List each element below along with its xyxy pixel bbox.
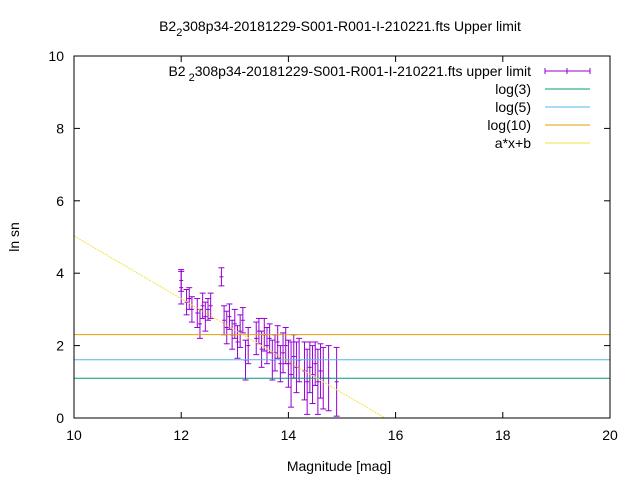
data-point	[239, 307, 246, 334]
data-point	[188, 296, 195, 323]
data-point	[290, 334, 297, 379]
legend-label: B2 2308p34-20181229-S001-R001-I-210221.f…	[168, 63, 531, 84]
data-point	[178, 269, 185, 292]
plot-frame	[73, 55, 611, 419]
data-point	[277, 345, 284, 383]
legend-prefix: B2	[168, 63, 185, 79]
y-tick-label: 8	[56, 120, 64, 136]
x-tick-label: 14	[281, 427, 297, 443]
x-tick-label: 18	[495, 427, 511, 443]
data-point	[317, 343, 324, 399]
data-point	[263, 327, 270, 365]
data-point	[237, 314, 244, 348]
data-point	[333, 346, 340, 417]
data-point	[280, 332, 287, 374]
y-tick-label: 10	[48, 48, 64, 64]
data-point	[202, 301, 209, 332]
x-tick-label: 12	[173, 427, 189, 443]
data-point	[194, 298, 201, 328]
x-tick-label: 16	[388, 427, 404, 443]
legend-subscript: 2	[186, 72, 195, 84]
data-point	[314, 348, 321, 415]
data-point	[258, 330, 265, 368]
data-point	[226, 303, 233, 330]
data-point	[186, 287, 193, 310]
y-tick-label: 0	[56, 410, 64, 426]
data-point	[231, 308, 238, 339]
data-point	[205, 298, 211, 321]
legend: B2 2308p34-20181229-S001-R001-I-210221.f…	[168, 63, 591, 151]
data-point	[306, 341, 313, 394]
legend-label: log(5)	[495, 99, 531, 115]
x-axis-label: Magnitude [mag]	[287, 458, 391, 474]
data-point	[266, 323, 273, 354]
data-point	[274, 325, 281, 359]
legend-label: log(3)	[495, 81, 531, 97]
series-group	[74, 235, 610, 418]
legend-label: log(10)	[487, 117, 531, 133]
data-point	[293, 341, 300, 394]
y-axis-label: ln sn	[6, 222, 22, 252]
data-point	[253, 321, 260, 356]
y-tick-label: 6	[56, 193, 64, 209]
data-point	[221, 305, 228, 336]
data-point	[288, 341, 295, 408]
x-tick-label: 10	[66, 427, 82, 443]
data-point	[218, 267, 225, 287]
data-point	[223, 310, 230, 345]
legend-rest: 308p34-20181229-S001-R001-I-210221.fts u…	[195, 63, 531, 79]
x-tick-label: 20	[602, 427, 618, 443]
y-tick-label: 2	[56, 338, 64, 354]
data-point	[304, 348, 311, 415]
data-point	[199, 292, 206, 319]
y-tick-label: 4	[56, 265, 64, 281]
data-point	[207, 292, 214, 319]
data-point	[196, 308, 203, 339]
fit-line	[74, 235, 386, 418]
legend-label: a*x+b	[495, 135, 531, 151]
chart-title: B22308p34-20181229-S001-R001-I-210221.ft…	[159, 18, 521, 39]
data-point	[309, 345, 316, 405]
data-point	[245, 327, 252, 365]
data-point	[285, 339, 292, 388]
